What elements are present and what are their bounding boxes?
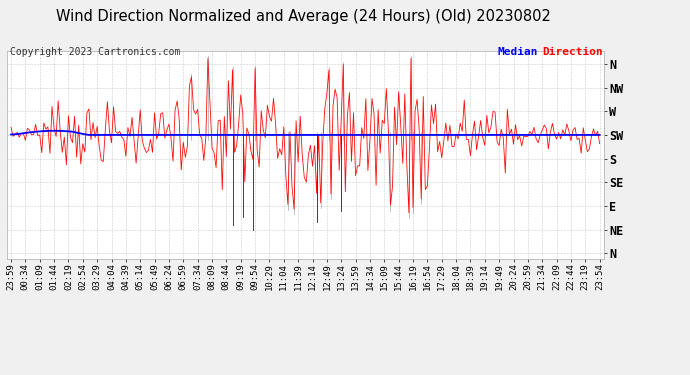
Text: Direction: Direction (542, 47, 603, 57)
Text: Copyright 2023 Cartronics.com: Copyright 2023 Cartronics.com (10, 47, 181, 57)
Text: Median: Median (497, 47, 538, 57)
Text: Wind Direction Normalized and Average (24 Hours) (Old) 20230802: Wind Direction Normalized and Average (2… (56, 9, 551, 24)
